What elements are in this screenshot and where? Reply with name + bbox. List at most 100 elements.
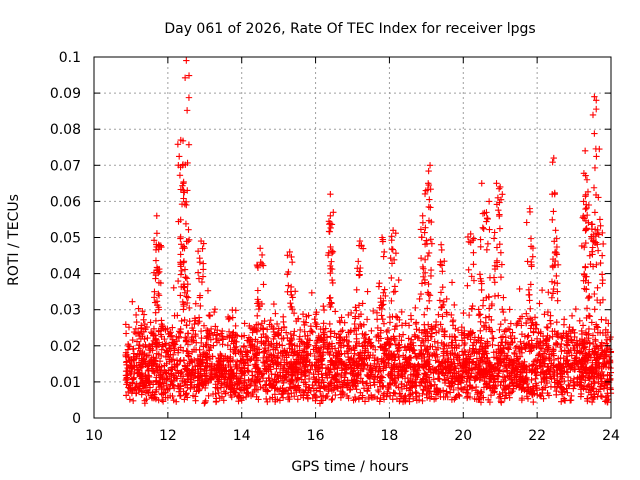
data-point (356, 352, 363, 359)
data-point (177, 292, 184, 299)
data-point (570, 375, 578, 382)
data-point (273, 341, 280, 349)
data-point (421, 279, 429, 286)
data-point (466, 356, 473, 363)
data-point (137, 347, 144, 355)
data-point (192, 332, 199, 340)
data-point (135, 359, 143, 366)
data-point (405, 379, 412, 386)
data-point (255, 396, 262, 403)
data-point (472, 387, 480, 394)
data-point (278, 335, 286, 343)
data-point (183, 201, 190, 209)
data-point (329, 248, 337, 255)
data-point (164, 353, 172, 360)
data-point (293, 376, 300, 384)
data-point (183, 299, 191, 307)
data-point (545, 363, 552, 371)
data-point (594, 247, 602, 254)
data-point (359, 378, 366, 385)
data-point (586, 366, 593, 373)
data-point (391, 357, 398, 364)
data-point (478, 180, 485, 187)
data-point (561, 397, 568, 404)
x-tick-labels: 10 12 14 16 18 20 22 24 (85, 428, 620, 444)
data-point (192, 300, 200, 307)
data-point (529, 383, 537, 390)
data-point (541, 377, 548, 385)
data-point (418, 379, 425, 387)
data-point (373, 309, 381, 317)
data-point (451, 301, 458, 309)
data-point (372, 364, 380, 372)
data-point (519, 375, 526, 382)
data-point (197, 327, 205, 335)
data-point (392, 229, 399, 237)
data-point (310, 391, 318, 398)
data-point (432, 318, 440, 326)
data-point (538, 287, 546, 294)
data-point (324, 392, 331, 400)
data-point (350, 382, 358, 389)
data-point (341, 381, 349, 389)
data-point (200, 322, 208, 329)
data-point (497, 334, 505, 341)
data-point (229, 314, 236, 321)
data-point (392, 313, 400, 320)
data-point (218, 393, 226, 400)
data-point (177, 392, 184, 399)
data-point (288, 341, 295, 348)
data-point (136, 351, 143, 358)
data-point (553, 272, 560, 280)
data-point (181, 266, 189, 273)
data-point (353, 307, 360, 314)
data-point (425, 167, 432, 175)
data-point (425, 365, 432, 373)
data-point (530, 361, 537, 368)
data-point (223, 333, 231, 340)
data-point (491, 376, 499, 383)
data-point (550, 285, 557, 293)
data-point (549, 368, 557, 375)
data-point (573, 378, 581, 385)
data-point (500, 294, 507, 301)
data-point (271, 353, 278, 361)
data-point (558, 334, 565, 341)
data-point (124, 351, 131, 359)
data-point (153, 386, 160, 394)
data-point (499, 339, 506, 346)
data-point (246, 356, 254, 364)
data-point (550, 361, 557, 369)
data-point (540, 353, 548, 361)
data-point (253, 321, 260, 329)
data-point (375, 283, 383, 290)
data-point (500, 359, 508, 366)
data-point (426, 162, 434, 169)
data-point (366, 354, 373, 362)
data-point (287, 288, 295, 295)
data-point (268, 370, 275, 378)
data-point (474, 368, 481, 376)
data-point (280, 324, 288, 331)
data-point (293, 342, 301, 350)
data-point (558, 375, 566, 383)
data-point (130, 363, 138, 371)
data-point (351, 350, 358, 357)
data-point (602, 331, 610, 339)
data-point (291, 328, 298, 335)
data-point (178, 317, 185, 325)
data-point (381, 286, 388, 293)
data-point (213, 369, 220, 377)
data-point (159, 322, 166, 330)
data-point (139, 332, 146, 340)
data-point (457, 361, 464, 369)
data-point (177, 163, 184, 171)
data-point (229, 306, 236, 314)
data-point (527, 305, 534, 312)
data-point (143, 353, 150, 361)
data-point (380, 320, 388, 327)
data-point (558, 367, 566, 374)
data-point (124, 340, 132, 348)
data-point (560, 321, 568, 328)
data-point (136, 363, 144, 371)
